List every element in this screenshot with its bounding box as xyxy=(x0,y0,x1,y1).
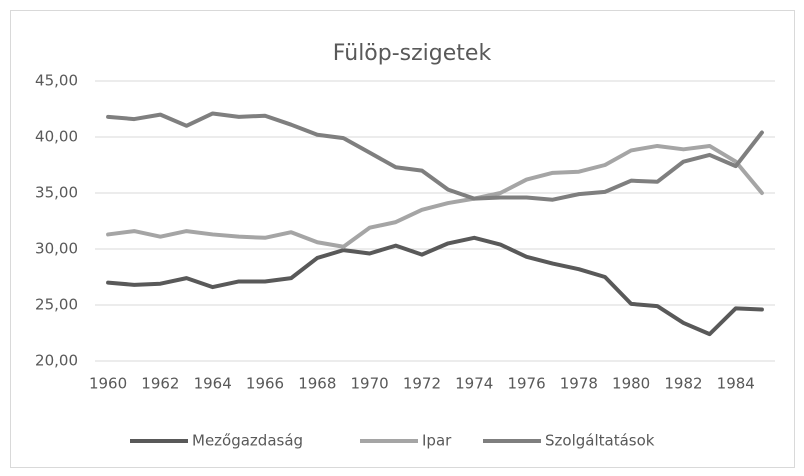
y-tick-label: 30,00 xyxy=(35,240,78,258)
series-line xyxy=(106,235,764,337)
x-tick-label: 1962 xyxy=(141,375,179,393)
y-tick-label: 20,00 xyxy=(35,352,78,370)
legend-label: Szolgáltatások xyxy=(545,432,655,450)
y-tick-label: 25,00 xyxy=(35,296,78,314)
legend-label: Mezőgazdaság xyxy=(192,432,303,450)
x-tick-label: 1968 xyxy=(298,375,336,393)
x-tick-label: 1972 xyxy=(403,375,441,393)
chart-title: Fülöp-szigetek xyxy=(333,41,492,66)
y-tick-label: 40,00 xyxy=(35,128,78,146)
series-line xyxy=(106,143,764,249)
x-tick-label: 1960 xyxy=(89,375,127,393)
x-tick-label: 1976 xyxy=(507,375,545,393)
y-tick-label: 35,00 xyxy=(35,184,78,202)
x-tick-label: 1982 xyxy=(664,375,702,393)
legend-label: Ipar xyxy=(422,432,452,450)
y-tick-label: 45,00 xyxy=(35,72,78,90)
x-tick-label: 1978 xyxy=(560,375,598,393)
series-line xyxy=(106,111,764,202)
x-tick-label: 1980 xyxy=(612,375,650,393)
chart-border xyxy=(10,10,795,468)
x-tick-label: 1964 xyxy=(194,375,232,393)
x-tick-label: 1970 xyxy=(351,375,389,393)
x-tick-label: 1966 xyxy=(246,375,284,393)
x-tick-label: 1984 xyxy=(717,375,755,393)
x-tick-label: 1974 xyxy=(455,375,493,393)
